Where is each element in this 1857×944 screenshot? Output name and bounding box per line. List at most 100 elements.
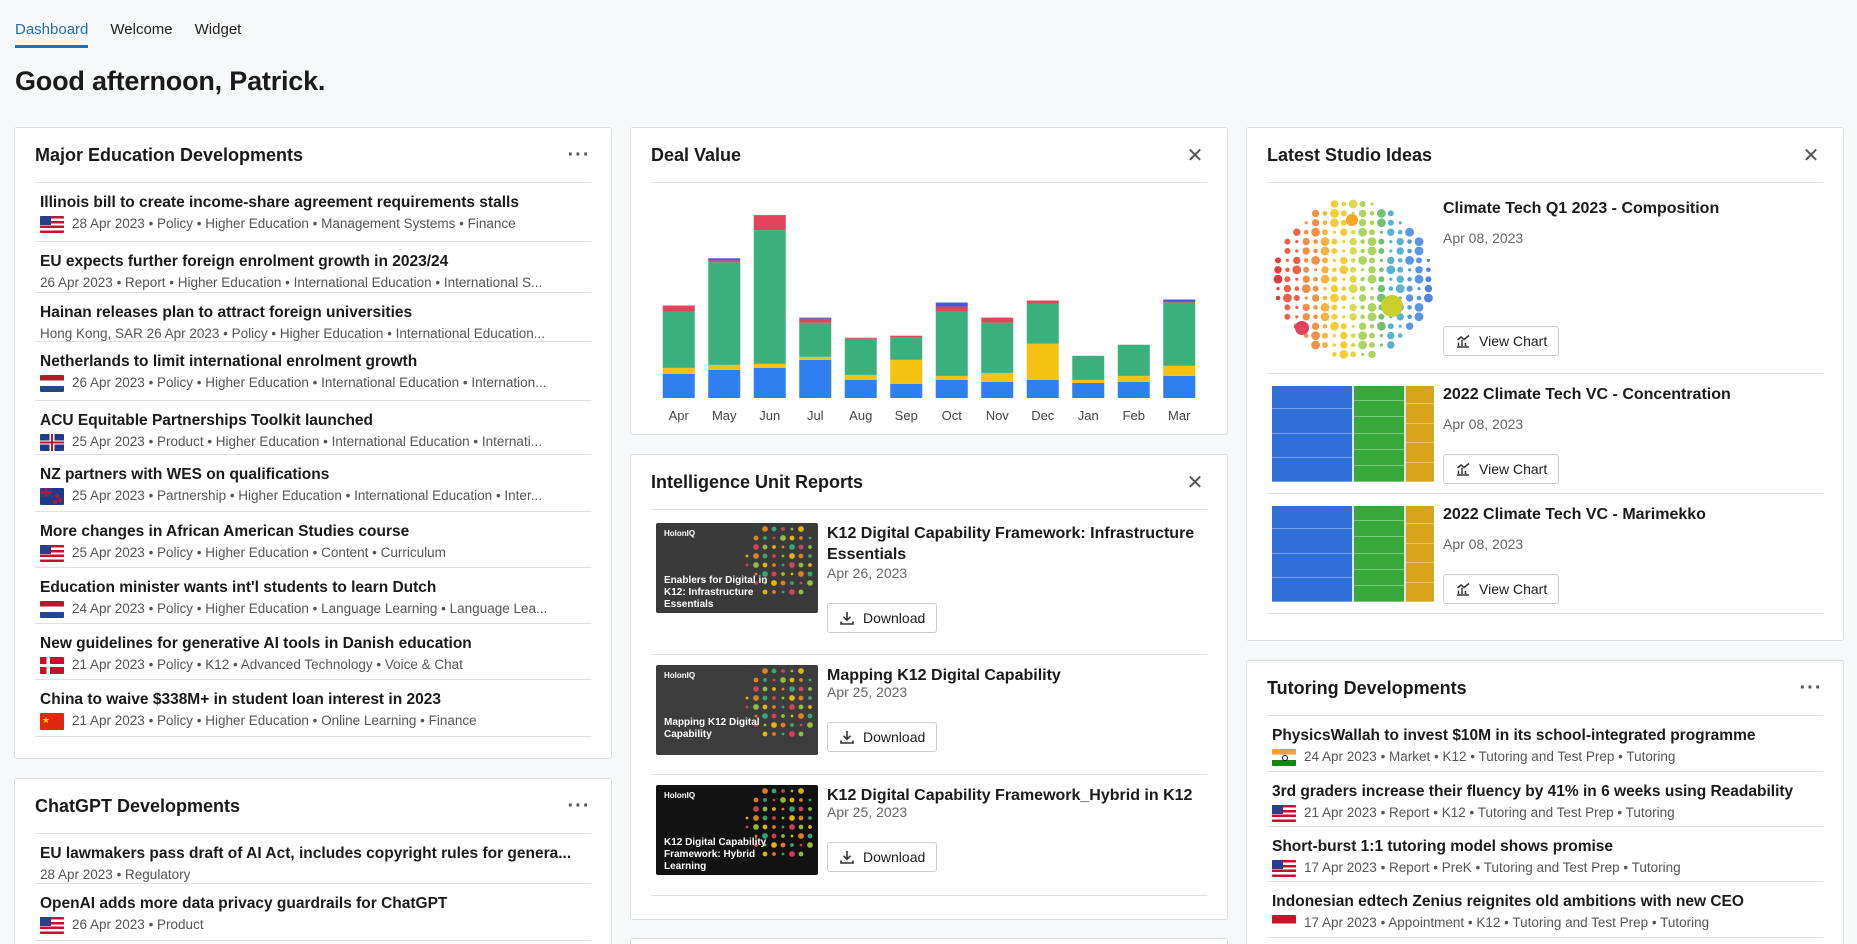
report-item[interactable]: HolonIQ Enablers for Digital in K12: Infr… [651, 513, 1207, 655]
bar-segment[interactable] [1163, 302, 1196, 366]
bar-segment[interactable] [799, 359, 832, 398]
studio-idea-title[interactable]: Climate Tech Q1 2023 - Composition [1443, 200, 1720, 217]
tab-dashboard[interactable]: Dashboard [15, 21, 89, 48]
news-item-title[interactable]: Education minister wants int'l students … [40, 579, 437, 596]
bar-segment[interactable] [1163, 299, 1196, 302]
bar-segment[interactable] [1072, 355, 1105, 380]
news-item[interactable]: EU expects further foreign enrolment gro… [35, 242, 591, 293]
news-item[interactable]: PhysicsWallah to invest $10M in its scho… [1267, 716, 1823, 772]
news-item[interactable]: Hainan releases plan to attract foreign … [35, 293, 591, 342]
news-item[interactable]: ACU Equitable Partnerships Toolkit launc… [35, 401, 591, 455]
bar-segment[interactable] [662, 305, 695, 312]
view-chart-button[interactable]: View Chart [1443, 326, 1560, 356]
bar-segment[interactable] [844, 338, 877, 375]
studio-thumbnail[interactable] [1272, 386, 1434, 482]
news-item[interactable]: Indonesian edtech Zenius reignites old a… [1267, 882, 1823, 938]
view-chart-button[interactable]: View Chart [1443, 574, 1560, 604]
bar-segment[interactable] [708, 364, 741, 370]
bar-segment[interactable] [1163, 365, 1196, 376]
report-thumbnail[interactable]: HolonIQ Mapping K12 Digital Capability [656, 665, 818, 755]
bar-segment[interactable] [1026, 343, 1059, 380]
news-item[interactable]: China to waive $338M+ in student loan in… [35, 680, 591, 737]
bar-segment[interactable] [662, 373, 695, 398]
tab-welcome[interactable]: Welcome [110, 21, 173, 38]
news-item[interactable]: EU lawmakers pass draft of AI Act, inclu… [35, 834, 591, 884]
close-icon[interactable]: ✕ [1186, 471, 1204, 494]
news-item-title[interactable]: NZ partners with WES on qualifications [40, 466, 330, 483]
news-item[interactable]: New guidelines for generative AI tools i… [35, 624, 591, 680]
news-item-title[interactable]: ACU Equitable Partnerships Toolkit launc… [40, 412, 374, 429]
bar-segment[interactable] [890, 359, 923, 384]
more-options-icon[interactable]: ··· [567, 794, 591, 817]
studio-thumbnail[interactable] [1272, 198, 1434, 360]
bar-segment[interactable] [708, 260, 741, 263]
report-thumbnail[interactable]: HolonIQ Enablers for Digital in K12: Infr… [656, 523, 818, 613]
report-item[interactable]: HolonIQ Mapping K12 Digital Capability Map… [651, 655, 1207, 775]
close-icon[interactable]: ✕ [1802, 144, 1820, 167]
more-options-icon[interactable]: ··· [1799, 676, 1823, 699]
bar-segment[interactable] [890, 335, 923, 338]
studio-thumbnail[interactable] [1272, 506, 1434, 602]
report-title[interactable]: K12 Digital Capability Framework: Infras… [827, 525, 1195, 563]
bar-segment[interactable] [662, 367, 695, 374]
news-item[interactable]: OpenAI adds more data privacy guardrails… [35, 884, 591, 941]
bar-segment[interactable] [753, 230, 786, 364]
news-item-title[interactable]: Netherlands to limit international enrol… [40, 353, 418, 370]
bar-segment[interactable] [1117, 375, 1150, 382]
news-item-title[interactable]: Indonesian edtech Zenius reignites old a… [1272, 893, 1744, 910]
bar-segment[interactable] [799, 317, 832, 319]
bar-segment[interactable] [1026, 300, 1059, 304]
studio-idea-item[interactable]: 2022 Climate Tech VC - Marimekko Apr 08, … [1267, 494, 1823, 614]
news-item-title[interactable]: OpenAI adds more data privacy guardrails… [40, 895, 448, 912]
bar-segment[interactable] [890, 337, 923, 360]
bar-segment[interactable] [981, 317, 1014, 323]
report-title[interactable]: Mapping K12 Digital Capability [827, 667, 1061, 684]
news-item-title[interactable]: New guidelines for generative AI tools i… [40, 635, 472, 652]
report-item[interactable]: HolonIQ K12 Digital Capability Framework:… [651, 775, 1207, 896]
view-chart-button[interactable]: View Chart [1443, 454, 1560, 484]
tab-widget[interactable]: Widget [194, 21, 242, 38]
news-item-title[interactable]: Hainan releases plan to attract foreign … [40, 304, 413, 321]
download-button[interactable]: Download [827, 842, 938, 872]
bar-segment[interactable] [1072, 382, 1105, 398]
bar-segment[interactable] [890, 383, 923, 398]
bar-segment[interactable] [753, 363, 786, 368]
news-item[interactable]: More changes in African American Studies… [35, 512, 591, 568]
news-item[interactable]: 3rd graders increase their fluency by 41… [1267, 772, 1823, 827]
news-item-title[interactable]: 3rd graders increase their fluency by 41… [1272, 783, 1794, 800]
bar-segment[interactable] [708, 262, 741, 365]
bar-segment[interactable] [799, 318, 832, 323]
bar-segment[interactable] [753, 215, 786, 231]
bar-segment[interactable] [1072, 379, 1105, 383]
news-item[interactable]: Netherlands to limit international enrol… [35, 342, 591, 401]
bar-segment[interactable] [799, 322, 832, 357]
report-title[interactable]: K12 Digital Capability Framework_Hybrid … [827, 787, 1193, 804]
bar-segment[interactable] [662, 311, 695, 368]
news-item-title[interactable]: Short-burst 1:1 tutoring model shows pro… [1272, 838, 1614, 855]
close-icon[interactable]: ✕ [1186, 144, 1204, 167]
bar-segment[interactable] [1117, 381, 1150, 398]
bar-segment[interactable] [844, 374, 877, 380]
bar-segment[interactable] [935, 379, 968, 398]
news-item[interactable]: Short-burst 1:1 tutoring model shows pro… [1267, 827, 1823, 882]
bar-segment[interactable] [935, 302, 968, 307]
news-item-title[interactable]: EU lawmakers pass draft of AI Act, inclu… [40, 845, 572, 862]
news-item-title[interactable]: Illinois bill to create income-share agr… [40, 194, 519, 211]
news-item-title[interactable]: More changes in African American Studies… [40, 523, 410, 540]
more-options-icon[interactable]: ··· [567, 143, 591, 166]
bar-segment[interactable] [844, 337, 877, 339]
bar-segment[interactable] [981, 322, 1014, 373]
news-item[interactable]: Education minister wants int'l students … [35, 568, 591, 624]
bar-segment[interactable] [981, 372, 1014, 382]
download-button[interactable]: Download [827, 603, 938, 633]
bar-segment[interactable] [981, 381, 1014, 398]
studio-idea-item[interactable]: 2022 Climate Tech VC - Concentration Apr … [1267, 374, 1823, 494]
bar-segment[interactable] [1163, 375, 1196, 398]
bar-segment[interactable] [753, 367, 786, 398]
bar-segment[interactable] [708, 369, 741, 398]
bar-segment[interactable] [1117, 344, 1150, 376]
bar-segment[interactable] [799, 356, 832, 360]
studio-idea-title[interactable]: 2022 Climate Tech VC - Concentration [1443, 386, 1731, 403]
bar-segment[interactable] [844, 379, 877, 398]
news-item-title[interactable]: EU expects further foreign enrolment gro… [40, 253, 449, 270]
